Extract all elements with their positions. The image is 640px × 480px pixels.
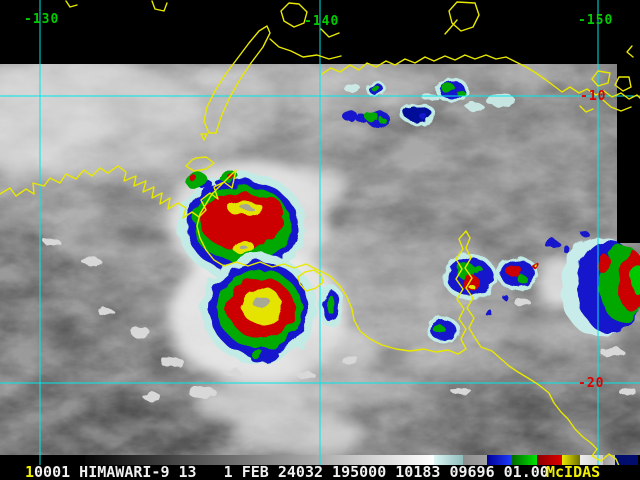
longitude-label-140: -140 xyxy=(304,14,340,29)
coastline-overlay xyxy=(0,0,640,467)
storm-complex xyxy=(178,170,306,291)
colorbar-segment xyxy=(434,455,463,465)
colorbar-segment xyxy=(487,455,512,465)
latitude-label-10: -10 xyxy=(580,89,607,104)
colorbar-segment xyxy=(463,455,487,465)
image-metadata-text: 0001 HIMAWARI-9 13 1 FEB 24032 195000 10… xyxy=(34,463,549,480)
eastern-storm-mass xyxy=(543,231,640,337)
colorbar-segment xyxy=(603,455,615,465)
mcidas-brand-label: McIDAS xyxy=(546,463,601,480)
image-info-text: 10001 HIMAWARI-9 13 1 FEB 24032 195000 1… xyxy=(25,463,549,480)
longitude-label-150: -150 xyxy=(578,13,614,28)
tropical-cyclone xyxy=(201,254,344,364)
colorbar-segment xyxy=(537,455,562,465)
colorbar-segment xyxy=(85,455,434,465)
colorbar-segment xyxy=(638,455,640,465)
status-bar: 10001 HIMAWARI-9 13 1 FEB 24032 195000 1… xyxy=(0,465,640,480)
colorbar-segment xyxy=(512,455,537,465)
colorbar-segment xyxy=(562,455,580,465)
northern-convective-cells xyxy=(342,78,515,127)
scattered-clouds xyxy=(44,238,637,401)
colorbar-segment xyxy=(615,455,638,465)
colorbar-segment xyxy=(580,455,603,465)
frame-number: 1 xyxy=(25,463,35,480)
latlon-gridlines xyxy=(0,0,640,465)
latitude-label-20: -20 xyxy=(578,376,605,391)
longitude-label-130: -130 xyxy=(24,12,60,27)
